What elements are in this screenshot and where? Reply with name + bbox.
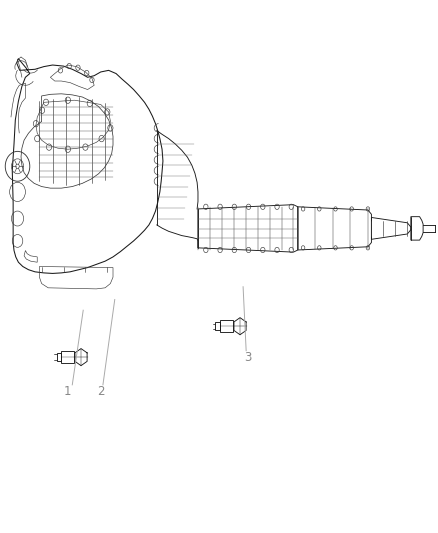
Text: 3: 3 [244, 351, 251, 364]
Bar [57, 353, 61, 361]
Text: 1: 1 [64, 385, 72, 398]
Bar [220, 320, 233, 332]
Text: 2: 2 [97, 385, 105, 398]
Bar [61, 351, 74, 363]
Bar [215, 322, 220, 330]
